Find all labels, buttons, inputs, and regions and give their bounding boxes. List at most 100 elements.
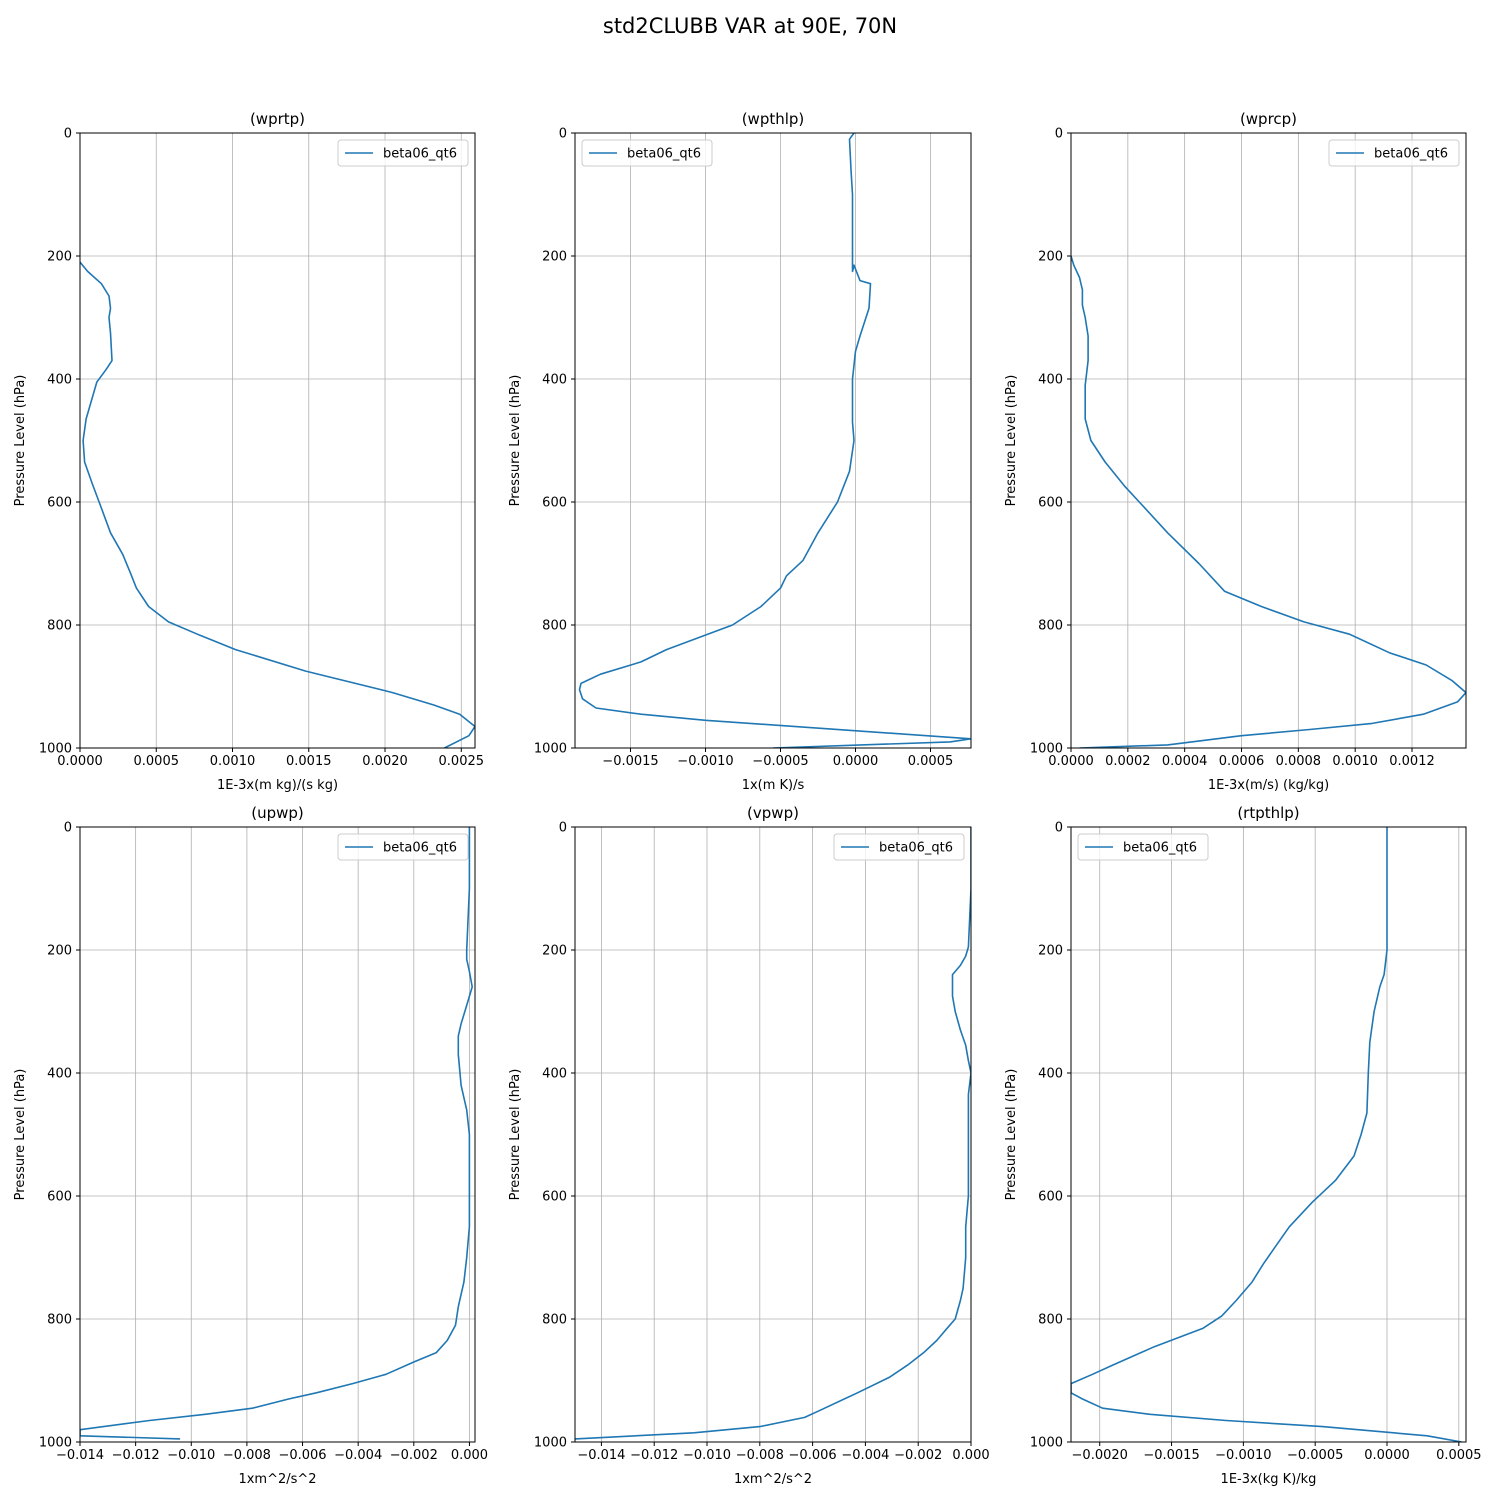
y-axis-label: Pressure Level (hPa) [13,375,28,507]
y-tick-label: 800 [47,1313,72,1328]
y-axis-label: Pressure Level (hPa) [508,375,523,507]
y-tick-label: 600 [47,496,72,511]
legend-box [833,833,965,861]
subplot-6: −0.0020 −0.0015 −0.0010 −0.0005 0.0000 0.0005… [1004,804,1482,1487]
x-tick-label: −0.0010 [1215,1448,1271,1463]
y-tick-label: 600 [47,1190,72,1205]
y-tick-label: 200 [47,250,72,265]
legend-label: beta06_qt6 [383,841,457,856]
x-axis-label: 1xm^2/s^2 [734,1472,812,1487]
x-tick-label: −0.010 [683,1448,731,1463]
legend: beta06_qt6 [833,833,965,861]
x-tick-label: −0.008 [223,1448,271,1463]
x-tick-label: 0.000 [952,1448,989,1463]
y-tick-label: 600 [542,496,567,511]
y-tick-label: 800 [47,619,72,634]
y-tick-label: 800 [1038,1313,1063,1328]
y-tick-label: 0 [559,127,567,142]
y-tick-label: 400 [1038,1067,1063,1082]
y-tick-label: 600 [1038,1190,1063,1205]
y-tick-label: 1000 [39,1436,72,1451]
axes-frame [574,132,972,749]
x-axis-label: 1E-3x(m kg)/(s kg) [217,778,338,793]
x-axis-label: 1E-3x(kg K)/kg [1221,1472,1317,1487]
x-tick-label: −0.002 [894,1448,942,1463]
legend: beta06_qt6 [337,833,469,861]
y-tick-label: 0 [64,127,72,142]
y-tick-label: 800 [542,1313,567,1328]
x-tick-label: −0.004 [334,1448,382,1463]
y-tick-label: 1000 [39,742,72,757]
series-line [80,827,474,1440]
x-tick-label: 0.0000 [1048,754,1094,769]
y-tick-label: 0 [559,821,567,836]
axes-frame [1070,826,1467,1443]
x-tick-label: 0.0000 [833,754,879,769]
axes-frame [79,132,476,749]
series-line [1071,827,1462,1442]
y-tick-label: 200 [1038,944,1063,959]
x-tick-label: −0.006 [278,1448,326,1463]
subplot-title: (wpthlp) [742,110,805,128]
x-tick-label: −0.0010 [677,754,733,769]
axes-frame [79,826,476,1443]
legend-box [581,139,713,167]
y-tick-label: 400 [47,1067,72,1082]
x-tick-label: 0.0012 [1389,754,1435,769]
x-tick-label: 0.0000 [1364,1448,1410,1463]
legend-label: beta06_qt6 [1374,147,1448,162]
axes-frame [1070,132,1467,749]
x-tick-label: −0.0005 [752,754,808,769]
legend-label: beta06_qt6 [879,841,953,856]
x-tick-label: −0.0020 [1072,1448,1128,1463]
legend-box [1328,139,1460,167]
subplot-title: (vpwp) [747,804,799,822]
legend-label: beta06_qt6 [1123,841,1197,856]
series-line [1071,255,1466,748]
x-tick-label: 0.0010 [210,754,256,769]
y-tick-label: 1000 [534,742,567,757]
x-tick-label: −0.010 [167,1448,215,1463]
x-tick-label: 0.0005 [134,754,180,769]
y-axis-label: Pressure Level (hPa) [1004,375,1019,507]
y-axis-label: Pressure Level (hPa) [508,1069,523,1201]
legend-label: beta06_qt6 [627,147,701,162]
legend-box [337,139,469,167]
x-tick-label: −0.0005 [1287,1448,1343,1463]
x-tick-label: −0.002 [390,1448,438,1463]
x-tick-label: −0.0015 [1143,1448,1199,1463]
x-tick-label: 0.0020 [362,754,408,769]
series-line [578,133,971,748]
y-axis-label: Pressure Level (hPa) [1004,1069,1019,1201]
y-tick-label: 400 [1038,373,1063,388]
y-tick-label: 600 [1038,496,1063,511]
x-tick-label: 0.000 [451,1448,488,1463]
x-tick-label: 0.0010 [1332,754,1378,769]
x-tick-label: 0.0008 [1276,754,1322,769]
subplot-5: −0.014 −0.012 −0.010 −0.008 −0.006 −0.004 −0.0… [508,804,990,1487]
subplot-2: −0.0015 −0.0010 −0.0005 0.0000 0.0005 0 200 400… [508,110,972,793]
x-tick-label: −0.014 [56,1448,104,1463]
figure-title: std2CLUBB VAR at 90E, 70N [602,14,898,38]
x-tick-label: 0.0015 [286,754,332,769]
legend-label: beta06_qt6 [383,147,457,162]
x-tick-label: 0.0006 [1219,754,1265,769]
y-axis-label: Pressure Level (hPa) [13,1069,28,1201]
subplot-3: 0.0000 0.0002 0.0004 0.0006 0.0008 0.0010 0.00… [1004,110,1467,793]
subplot-title: (rtpthlp) [1237,804,1299,822]
y-tick-label: 0 [1055,127,1063,142]
subplot-1: 0.0000 0.0005 0.0010 0.0015 0.0020 0.0025 0 200… [13,110,484,793]
legend: beta06_qt6 [1328,139,1460,167]
x-tick-label: −0.0015 [602,754,658,769]
legend-box [1077,833,1209,861]
y-tick-label: 200 [47,944,72,959]
legend-box [337,833,469,861]
axes-frame [574,826,972,1443]
y-tick-label: 400 [542,1067,567,1082]
y-tick-label: 200 [542,944,567,959]
y-tick-label: 1000 [1030,742,1063,757]
x-tick-label: −0.006 [789,1448,837,1463]
subplot-title: (wprtp) [250,110,305,128]
series-line [575,827,971,1440]
